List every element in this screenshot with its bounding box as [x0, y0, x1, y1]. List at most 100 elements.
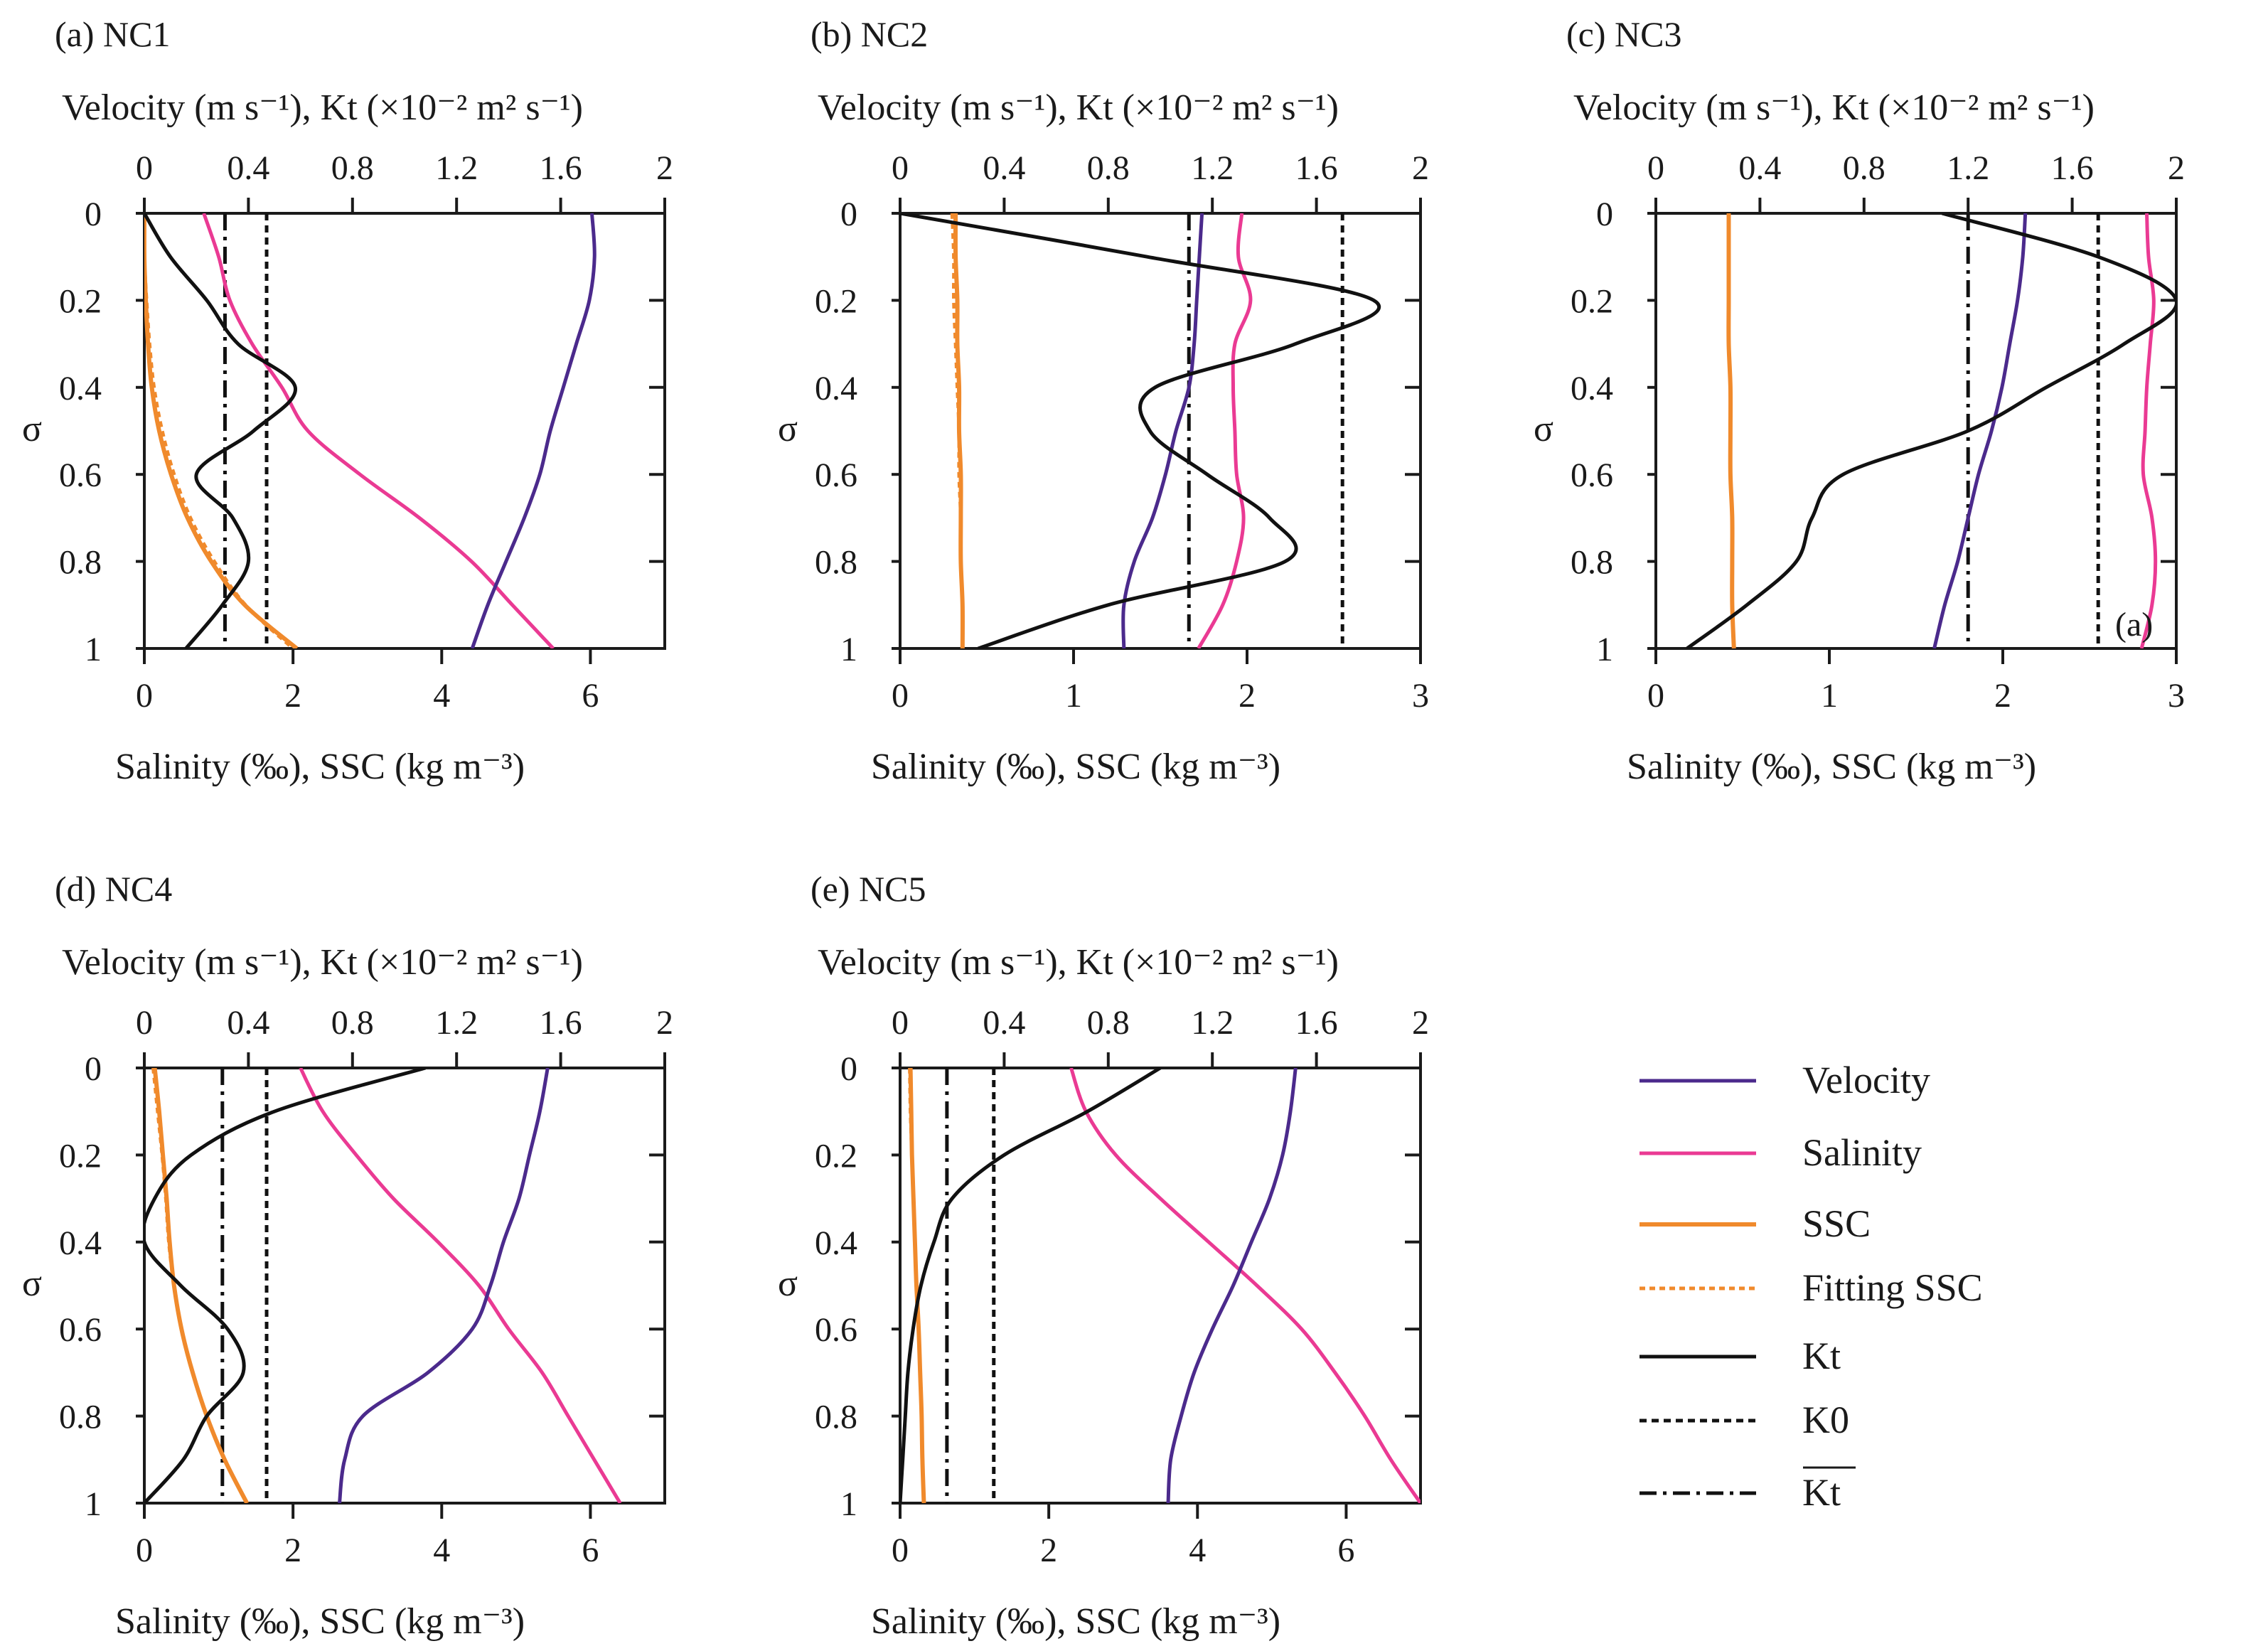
velocity-line: [1166, 1068, 1298, 1503]
y-tick-label: 0.6: [1571, 456, 1613, 494]
top-tick-label: 2: [1412, 1004, 1429, 1042]
bottom-tick-label: 4: [433, 677, 450, 715]
y-tick-label: 0.8: [59, 544, 102, 582]
panel-2: (b) NC2 Velocity (m s⁻¹), Kt (×10⁻² m² s⁻…: [778, 14, 1429, 787]
y-tick-label: 0.4: [1571, 370, 1613, 407]
panel-title: (e) NC5: [811, 869, 926, 909]
y-axis-label: σ: [22, 1263, 42, 1304]
panel-3: (c) NC3 Velocity (m s⁻¹), Kt (×10⁻² m² s⁻…: [1534, 14, 2185, 787]
y-axis-label: σ: [778, 1263, 798, 1304]
y-axis-label: σ: [1534, 409, 1553, 449]
bottom-tick-label: 6: [1337, 1532, 1354, 1569]
bottom-tick-label: 1: [1821, 677, 1838, 715]
salinity-line: [202, 213, 555, 648]
fitting-ssc-line: [908, 1068, 926, 1503]
top-tick-label: 0.4: [227, 149, 269, 187]
y-tick-label: 0.2: [815, 1137, 857, 1175]
top-axis-label: Velocity (m s⁻¹), Kt (×10⁻² m² s⁻¹): [1573, 87, 2095, 128]
y-tick-label: 0: [1596, 196, 1613, 233]
legend-label-ssc: SSC: [1802, 1202, 1871, 1245]
y-tick-label: 0.6: [59, 1311, 102, 1349]
bottom-tick-label: 2: [1239, 677, 1256, 715]
bottom-axis-label: Salinity (‰), SSC (kg m⁻³): [115, 747, 525, 787]
plot-frame: [899, 212, 1422, 650]
top-tick-label: 2: [2168, 149, 2185, 187]
top-tick-label: 0.4: [227, 1004, 269, 1042]
fitting-ssc-line: [1726, 213, 1736, 648]
bottom-tick-label: 0: [136, 677, 153, 715]
top-axis-label: Velocity (m s⁻¹), Kt (×10⁻² m² s⁻¹): [62, 942, 583, 983]
fitting-ssc-line: [144, 213, 294, 648]
top-tick-label: 1.2: [435, 149, 478, 187]
bottom-tick-label: 0: [1647, 677, 1664, 715]
top-tick-label: 0: [892, 149, 909, 187]
bottom-tick-label: 4: [433, 1532, 450, 1569]
y-tick-label: 1: [85, 1485, 102, 1523]
top-tick-label: 0.8: [1843, 149, 1885, 187]
top-tick-label: 0.8: [1087, 1004, 1130, 1042]
legend-label-kt: Kt: [1802, 1335, 1841, 1377]
y-tick-label: 0.8: [815, 544, 857, 582]
plot-area: [900, 1068, 1421, 1503]
top-tick-label: 0.8: [331, 1004, 374, 1042]
top-tick-label: 2: [1412, 149, 1429, 187]
bottom-axis-label: Salinity (‰), SSC (kg m⁻³): [871, 747, 1280, 787]
kt-line: [900, 1068, 1162, 1503]
plot-frame: [143, 1067, 666, 1505]
y-tick-label: 0.8: [59, 1399, 102, 1436]
y-tick-label: 0.6: [815, 1311, 857, 1349]
bottom-axis-label: Salinity (‰), SSC (kg m⁻³): [1627, 747, 2036, 787]
top-tick-label: 1.6: [540, 1004, 582, 1042]
y-tick-label: 0: [840, 1050, 857, 1088]
top-tick-label: 0: [136, 1004, 153, 1042]
y-tick-label: 0.6: [59, 456, 102, 494]
bottom-tick-label: 0: [892, 677, 909, 715]
bottom-tick-label: 2: [1994, 677, 2011, 715]
fitting-ssc-line: [151, 1068, 249, 1503]
legend-label-salinity: Salinity: [1802, 1131, 1922, 1174]
top-tick-label: 2: [656, 149, 673, 187]
bottom-tick-label: 4: [1189, 1532, 1206, 1569]
legend-label-fitting-ssc: Fitting SSC: [1802, 1266, 1983, 1309]
plot-frame: [899, 1067, 1422, 1505]
plot-frame: [1654, 212, 2178, 650]
top-tick-label: 0.4: [983, 149, 1025, 187]
fitting-ssc-line: [950, 213, 965, 648]
bottom-axis-label: Salinity (‰), SSC (kg m⁻³): [115, 1601, 525, 1642]
top-tick-label: 1.6: [2051, 149, 2094, 187]
kt-line: [144, 1068, 426, 1503]
kt-line: [900, 213, 1381, 648]
top-tick-label: 2: [656, 1004, 673, 1042]
y-tick-label: 0.4: [59, 370, 102, 407]
y-axis-label: σ: [778, 409, 798, 449]
bottom-tick-label: 2: [1040, 1532, 1057, 1569]
y-tick-label: 0: [840, 196, 857, 233]
top-tick-label: 1.2: [1947, 149, 1989, 187]
velocity-line: [470, 213, 597, 648]
y-tick-label: 0.6: [815, 456, 857, 494]
plot-area: [1686, 213, 2176, 648]
plot-frame: [143, 212, 666, 650]
y-tick-label: 0.2: [815, 282, 857, 320]
top-tick-label: 0: [892, 1004, 909, 1042]
y-tick-label: 0.4: [815, 1224, 857, 1262]
top-axis-label: Velocity (m s⁻¹), Kt (×10⁻² m² s⁻¹): [62, 87, 583, 128]
bottom-tick-label: 2: [284, 677, 301, 715]
top-axis-label: Velocity (m s⁻¹), Kt (×10⁻² m² s⁻¹): [818, 87, 1339, 128]
bottom-axis-label: Salinity (‰), SSC (kg m⁻³): [871, 1601, 1280, 1642]
panel-annotation: (a): [2115, 606, 2153, 643]
velocity-line: [1121, 213, 1204, 648]
kt-line: [1686, 213, 2176, 648]
y-tick-label: 1: [85, 631, 102, 668]
y-tick-label: 0.8: [815, 1399, 857, 1436]
top-tick-label: 1.6: [1295, 149, 1338, 187]
plot-area: [144, 1068, 622, 1503]
top-tick-label: 0.4: [1738, 149, 1781, 187]
bottom-tick-label: 3: [2168, 677, 2185, 715]
y-tick-label: 1: [1596, 631, 1613, 668]
y-tick-label: 0: [85, 196, 102, 233]
top-tick-label: 1.2: [1191, 149, 1234, 187]
bottom-tick-label: 0: [136, 1532, 153, 1569]
panel-5: (e) NC5 Velocity (m s⁻¹), Kt (×10⁻² m² s⁻…: [778, 869, 1429, 1642]
plot-area: [900, 213, 1381, 648]
